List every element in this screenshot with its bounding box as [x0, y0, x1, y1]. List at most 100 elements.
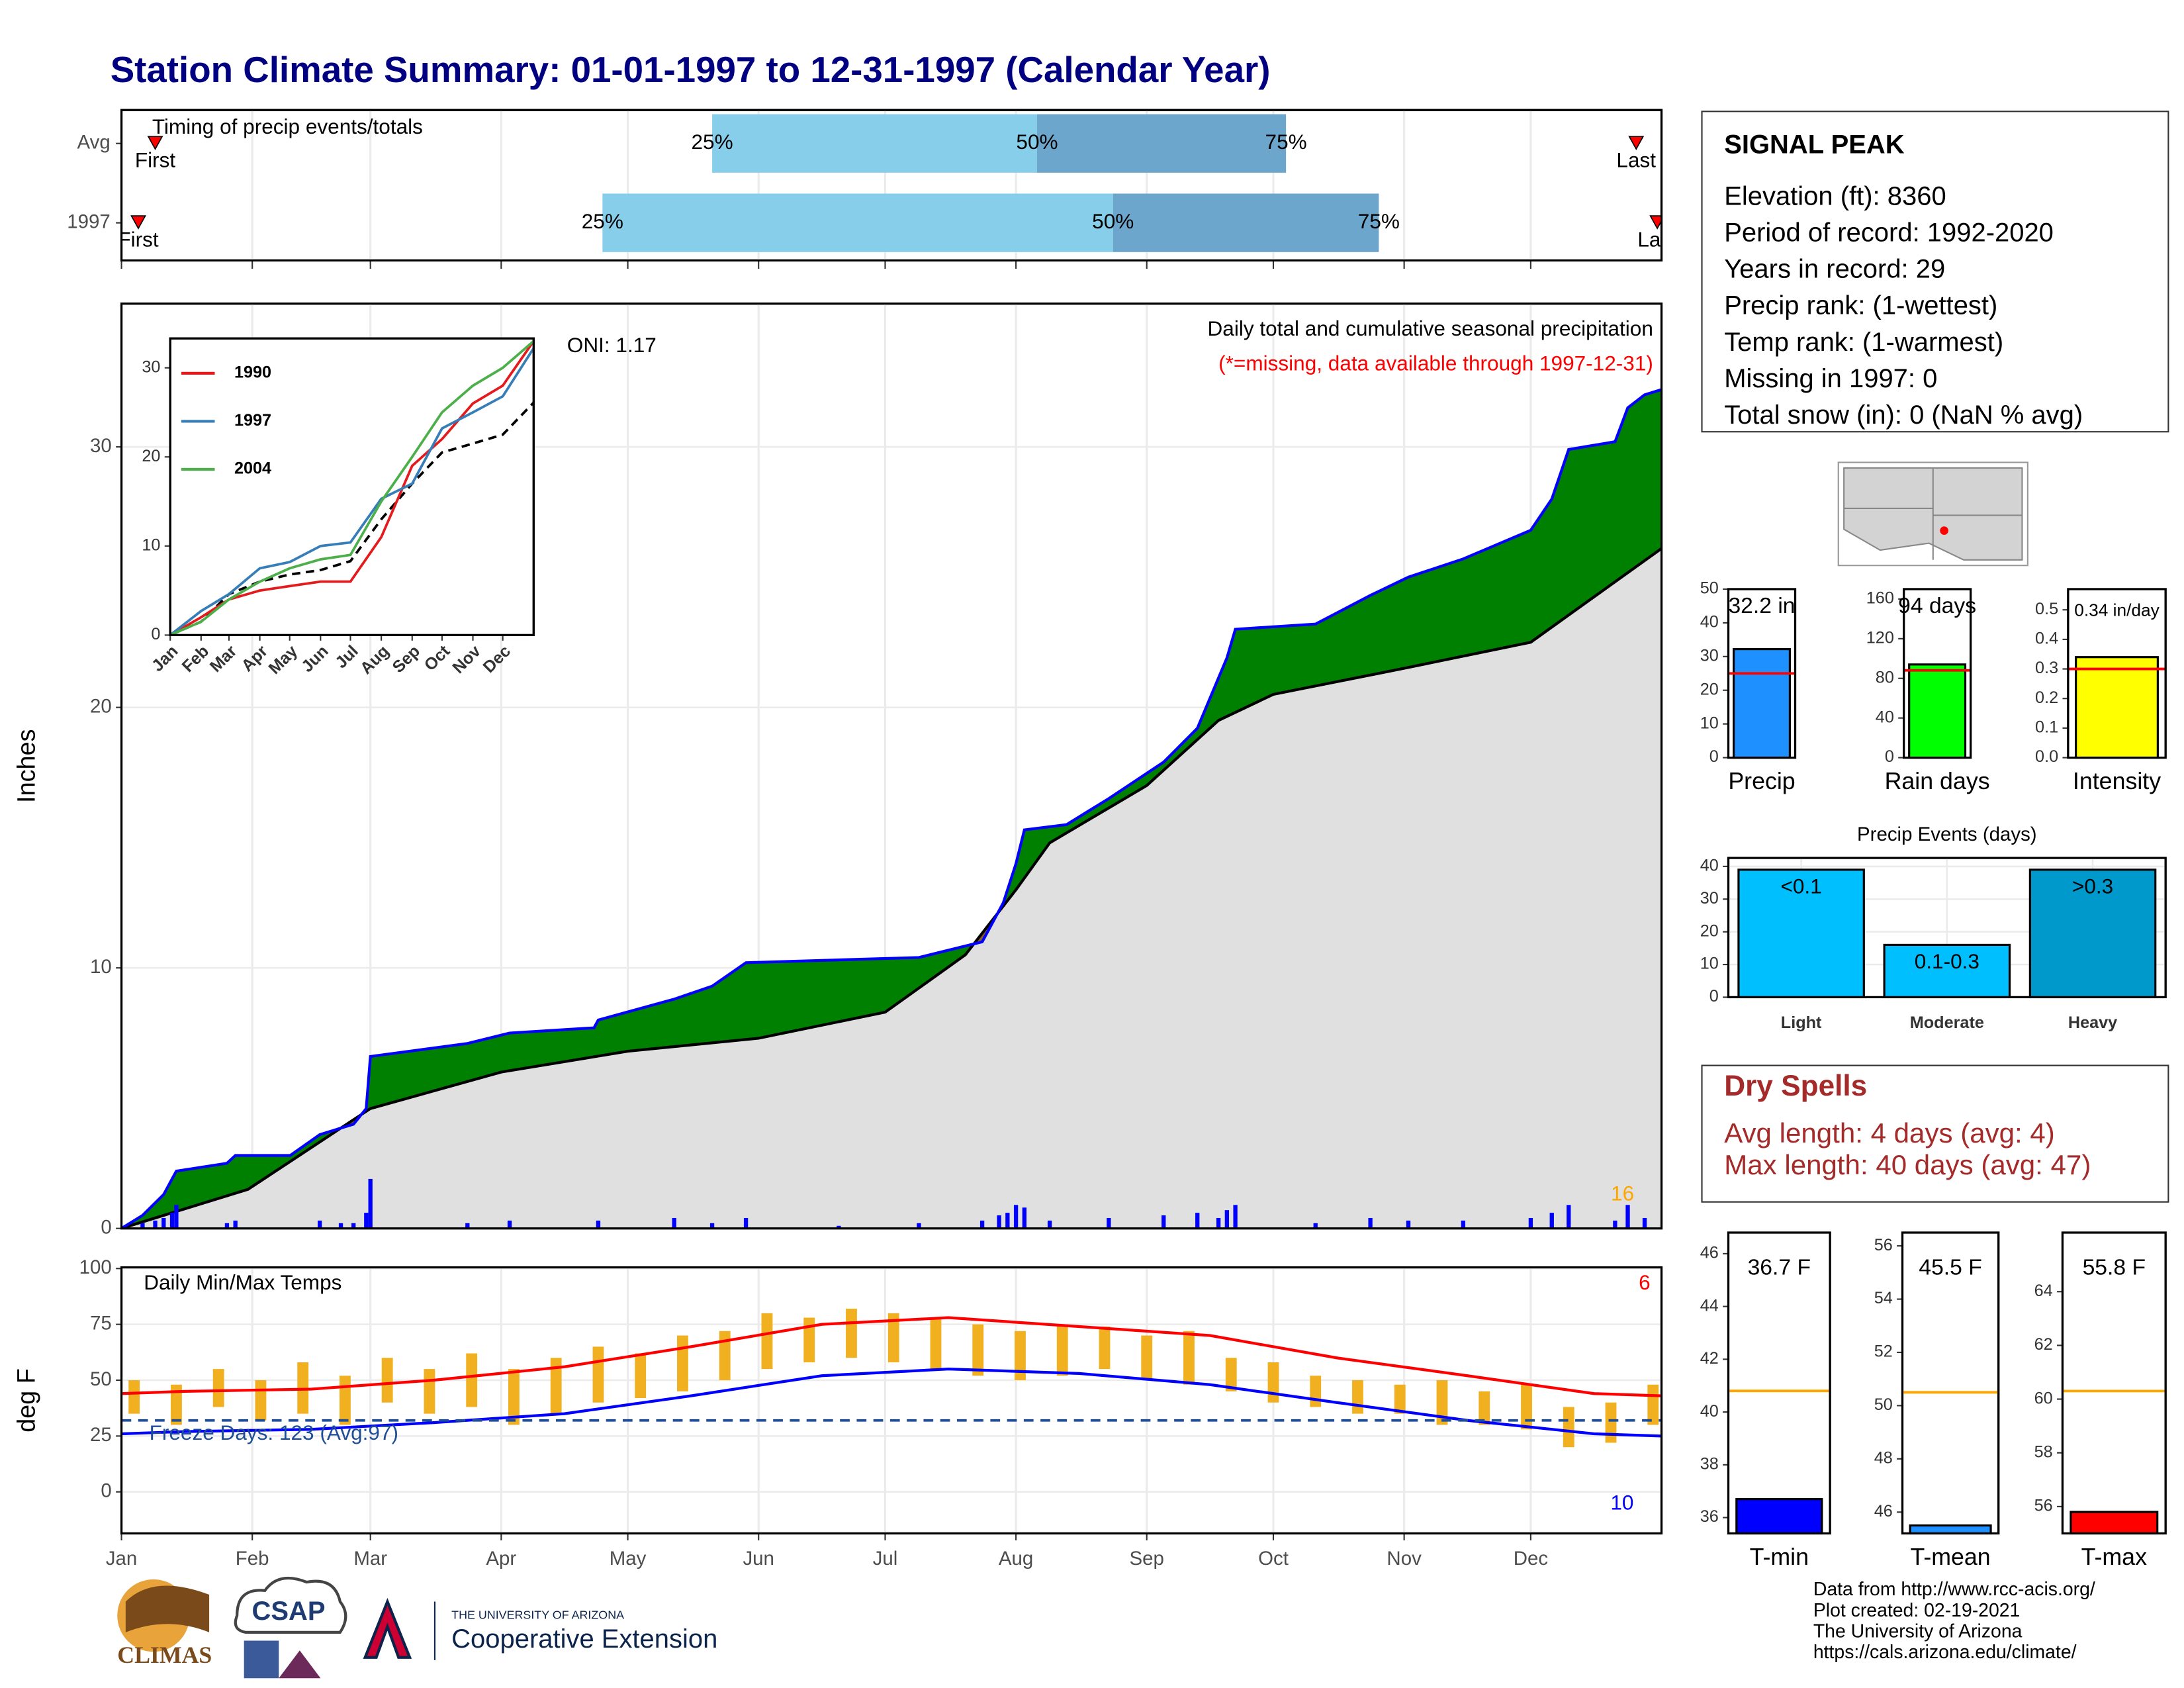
plot-frame — [120, 1266, 1663, 1535]
y-tick-label: 0 — [1709, 747, 1719, 766]
daily-range — [930, 1317, 942, 1370]
climas-mark — [125, 1585, 210, 1632]
quartile-label: 50% — [1016, 130, 1058, 154]
bar — [1908, 663, 1967, 759]
x-tick-label: Jun — [743, 1548, 774, 1570]
quartile-bar — [602, 193, 1113, 252]
daily-bar — [1642, 1217, 1647, 1229]
daily-bar — [596, 1220, 601, 1229]
x-tick-label: Dec — [1514, 1548, 1548, 1570]
y-tick-label: 0.1 — [2035, 718, 2058, 737]
daily-bar — [140, 1223, 145, 1229]
x-tick-label: Oct — [1258, 1548, 1289, 1570]
annotation: 10 — [1610, 1491, 1633, 1515]
station-line: Total snow (in): 0 (NaN % avg) — [1724, 400, 2083, 430]
daily-range — [761, 1313, 773, 1370]
daily-range — [1521, 1384, 1532, 1430]
quartile-label: 25% — [692, 130, 733, 154]
daily-bar — [1549, 1213, 1554, 1229]
x-tick-label: Light — [1781, 1013, 1822, 1032]
mean-line — [121, 1316, 1662, 1397]
quartile-label: 75% — [1265, 130, 1307, 154]
y-tick-label: 0.2 — [2035, 688, 2058, 707]
x-tick-label: Mar — [353, 1548, 387, 1570]
panel-title: Daily Min/Max Temps — [144, 1270, 341, 1294]
mean-line — [121, 1368, 1662, 1438]
daily-bar — [1047, 1220, 1052, 1229]
bar — [2028, 868, 2157, 999]
area-average — [121, 548, 1662, 1229]
y-tick-label: 50 — [1700, 579, 1719, 598]
daily-range — [1647, 1384, 1659, 1425]
range-label: >0.3 — [2072, 874, 2113, 898]
daily-range — [1267, 1362, 1279, 1403]
panel-title: Daily total and cumulative seasonal prec… — [1208, 316, 1653, 340]
station-line: Missing in 1997: 0 — [1724, 364, 1937, 393]
daily-bar — [224, 1223, 230, 1229]
y-tick-label: 46 — [1700, 1244, 1719, 1262]
daily-range — [1225, 1358, 1237, 1391]
daily-range — [381, 1358, 393, 1403]
y-tick-label: 46 — [1874, 1502, 1893, 1521]
daily-range — [171, 1384, 182, 1425]
logo-text: CLIMAS — [117, 1642, 212, 1668]
y-tick-label: 20 — [90, 695, 112, 717]
quartile-label: 25% — [582, 209, 623, 233]
observed-line — [121, 388, 1662, 1229]
daily-range — [635, 1353, 647, 1398]
bar — [1909, 1524, 1992, 1535]
y-tick-label: 62 — [2034, 1335, 2053, 1354]
y-tick-label: 160 — [1866, 589, 1894, 608]
plot-frame — [2067, 588, 2167, 759]
y-tick-label: 0 — [101, 1216, 111, 1238]
daily-bar — [837, 1225, 841, 1229]
station-line: Elevation (ft): 8360 — [1724, 181, 1946, 211]
quartile-bar — [1113, 193, 1379, 252]
station-line: Temp rank: (1-warmest) — [1724, 328, 2003, 357]
range-label: 0.1-0.3 — [1915, 949, 1979, 973]
x-tick-label: Intensity — [2073, 768, 2161, 794]
y-tick-label: 52 — [1874, 1342, 1893, 1361]
y-tick-label: 20 — [142, 447, 160, 465]
station-box — [1701, 111, 2169, 433]
y-tick-label: 20 — [1700, 680, 1719, 698]
x-tick-label: Precip — [1728, 768, 1795, 794]
quartile-bar — [1036, 114, 1287, 173]
legend-label: 2004 — [234, 459, 271, 478]
daily-bar — [1461, 1220, 1466, 1229]
daily-range — [466, 1353, 478, 1407]
y-tick-label: 0.4 — [2035, 630, 2058, 648]
dry-spells-line: Avg length: 4 days (avg: 4) — [1724, 1117, 2055, 1149]
y-tick-label: 58 — [2034, 1442, 2053, 1461]
plot-frame — [120, 1266, 1663, 1535]
y-tick-label: 30 — [90, 435, 112, 457]
panel-subtitle: (*=missing, data available through 1997-… — [1218, 352, 1653, 375]
station-location — [1940, 526, 1948, 535]
daily-bar — [1313, 1223, 1318, 1229]
daily-range — [212, 1369, 224, 1407]
y-tick-label: 56 — [2034, 1497, 2053, 1515]
daily-bar — [368, 1178, 373, 1229]
value-label: 32.2 in — [1728, 594, 1795, 618]
station-line: Precip rank: (1-wettest) — [1724, 291, 1997, 320]
daily-range — [424, 1369, 435, 1414]
y-tick-label: 10 — [142, 536, 160, 555]
daily-range — [1352, 1380, 1363, 1414]
daily-bar — [1528, 1217, 1533, 1229]
y-tick-label: 0 — [1885, 747, 1894, 766]
daily-range — [1015, 1331, 1026, 1380]
dry-spells-line: Max length: 40 days (avg: 47) — [1724, 1149, 2091, 1180]
daily-bar — [743, 1217, 749, 1229]
daily-bar — [1625, 1205, 1630, 1229]
daily-range — [1310, 1376, 1322, 1407]
bar — [1733, 648, 1791, 759]
quartile-bar — [712, 114, 1037, 173]
row-label: Avg — [77, 131, 111, 153]
y-tick-label: 48 — [1874, 1449, 1893, 1468]
daily-range — [508, 1369, 520, 1425]
freeze-label: Freeze Days: 123 (Avg:97) — [150, 1421, 398, 1444]
plot-frame — [1903, 588, 1972, 759]
y-tick-label: 0.5 — [2035, 600, 2058, 618]
x-tick-label: T-min — [1750, 1544, 1809, 1570]
daily-bar — [1195, 1213, 1200, 1229]
